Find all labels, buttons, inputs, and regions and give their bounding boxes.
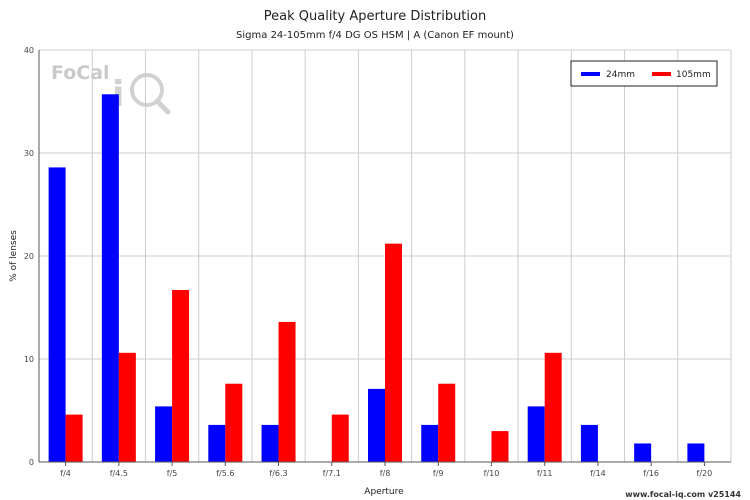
- bar-105mm-f5: [172, 289, 190, 462]
- legend-label-105mm: 105mm: [676, 70, 711, 80]
- bar-105mm-f4: [65, 414, 83, 462]
- legend-swatch-105mm: [652, 72, 671, 76]
- bar-105mm-f9: [438, 383, 456, 462]
- x-tick-label: f/10: [484, 469, 500, 478]
- x-tick-label: f/20: [697, 469, 713, 478]
- y-tick-label: 30: [24, 149, 34, 158]
- x-tick-label: f/7.1: [323, 469, 341, 478]
- y-tick-label: 20: [24, 252, 34, 261]
- bar-24mm-f9: [421, 424, 439, 462]
- logo-q-lens-icon: [130, 73, 164, 107]
- x-tick-label: f/9: [433, 469, 444, 478]
- bar-24mm-f4: [48, 167, 66, 463]
- x-tick-label: f/8: [380, 469, 391, 478]
- bar-105mm-f10: [491, 431, 509, 462]
- bar-105mm-f11: [544, 352, 562, 462]
- y-tick-label: 0: [29, 458, 34, 467]
- footer-watermark: www.focal-iq.com v25144: [625, 490, 741, 499]
- bar-24mm-f14: [580, 424, 598, 462]
- bar-24mm-f16: [634, 443, 652, 462]
- grid-lines: [39, 49, 732, 463]
- focal-iq-logo: FoCal i: [51, 62, 171, 115]
- bar-24mm-f20: [687, 443, 705, 462]
- axes: [38, 50, 731, 466]
- x-tick-label: f/4: [60, 469, 71, 478]
- bars: [48, 94, 705, 463]
- bar-105mm-f5_6: [225, 383, 243, 462]
- legend-swatch-24mm: [581, 72, 600, 76]
- x-tick-label: f/5.6: [216, 469, 234, 478]
- bar-24mm-f5_6: [208, 424, 226, 462]
- bar-105mm-f6_3: [278, 321, 296, 462]
- x-tick-label: f/5: [167, 469, 178, 478]
- x-tick-label: f/4.5: [110, 469, 128, 478]
- x-tick-label: f/11: [537, 469, 553, 478]
- x-axis-label: Aperture: [364, 487, 404, 497]
- x-tick-label: f/6.3: [269, 469, 287, 478]
- legend-label-24mm: 24mm: [606, 70, 635, 80]
- y-axis-label: % of lenses: [9, 230, 19, 282]
- chart-title: Peak Quality Aperture Distribution: [264, 9, 486, 24]
- y-tick-labels: 0 10 20 30 40: [24, 46, 34, 467]
- bar-24mm-f11: [527, 406, 545, 462]
- bar-24mm-f6_3: [261, 424, 279, 462]
- x-tick-label: f/16: [643, 469, 659, 478]
- x-tick-label: f/14: [590, 469, 606, 478]
- bar-105mm-f8: [385, 243, 402, 462]
- bar-24mm-f8: [368, 388, 385, 462]
- logo-q-tail-icon: [154, 98, 171, 115]
- y-tick-label: 40: [24, 46, 34, 55]
- chart-subtitle: Sigma 24-105mm f/4 DG OS HSM | A (Canon …: [236, 30, 514, 41]
- bar-105mm-f4_5: [118, 352, 136, 462]
- x-tick-labels: f/4 f/4.5 f/5 f/5.6 f/6.3 f/7.1 f/8 f/9 f/10 f/11…: [60, 469, 712, 478]
- bar-24mm-f4_5: [101, 94, 119, 462]
- legend: 24mm 105mm: [570, 60, 718, 87]
- logo-focal-wordmark: FoCal: [51, 62, 110, 84]
- bar-24mm-f5: [155, 406, 173, 462]
- bar-105mm-f7_1: [331, 414, 349, 462]
- y-tick-label: 10: [24, 355, 34, 364]
